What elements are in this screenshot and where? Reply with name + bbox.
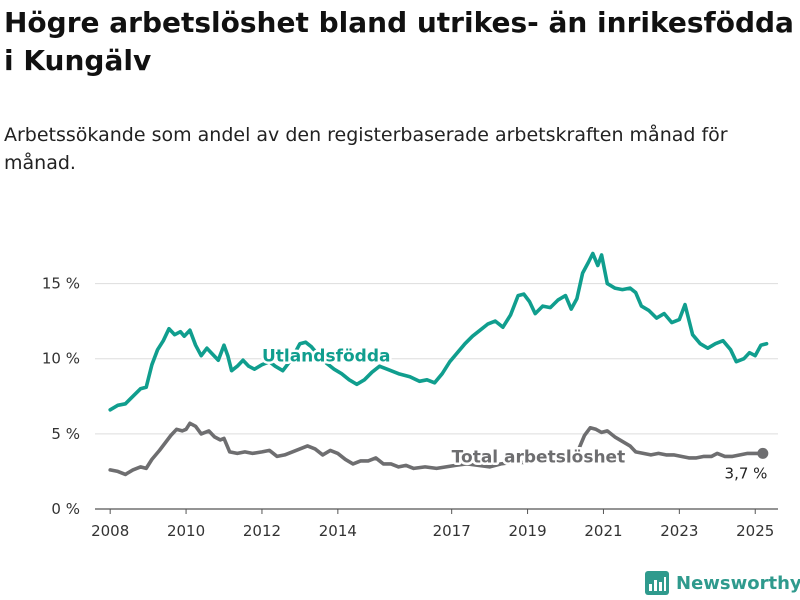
end-point-marker [757,447,769,459]
y-tick-label: 5 % [51,425,80,443]
chart-title: Högre arbetslöshet bland utrikes- än inr… [4,6,794,77]
x-tick-label: 2012 [243,522,281,540]
x-tick-label: 2014 [319,522,357,540]
series-line-utlandsfodda [108,251,769,412]
brand-name: Newsworthy [676,572,800,594]
end-value-label: 3,7 % [725,464,768,482]
chart-subtitle: Arbetssökande som andel av den registerb… [4,124,728,174]
label-layer: Utlandsfödda Total arbetslöshet 3,7 % [259,344,769,482]
grid-layer [95,283,778,435]
x-tick-label: 2023 [660,522,698,540]
axis-layer: 0 % 5 % 10 % 15 % 2008 2010 2012 2014 2017 2019 20… [42,275,778,540]
brand[interactable]: Newsworthy [644,568,800,598]
x-tick-label: 2008 [91,522,129,540]
x-tick-label: 2017 [433,522,471,540]
y-tick-label: 15 % [42,275,80,293]
y-tick-label: 0 % [51,500,80,518]
y-tick-label: 10 % [42,350,80,368]
series-layer [108,251,769,477]
series-label-utlandsfodda: Utlandsfödda [262,347,391,367]
series-line-total [108,421,765,477]
x-tick-label: 2025 [736,522,774,540]
x-tick-label: 2010 [167,522,205,540]
newsworthy-logo-icon [645,571,669,595]
x-tick-label: 2021 [584,522,622,540]
x-tick-label: 2019 [508,522,546,540]
series-label-total: Total arbetslöshet [452,447,626,467]
